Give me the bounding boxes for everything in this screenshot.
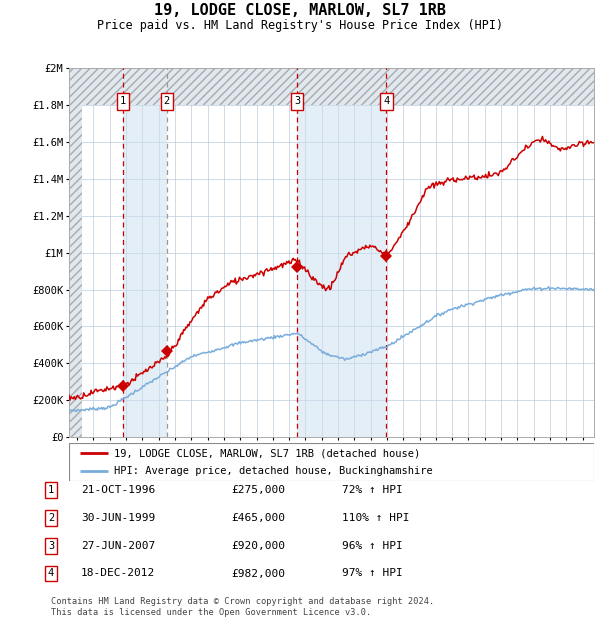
Bar <box>297 68 386 437</box>
Text: 3: 3 <box>48 541 54 551</box>
Bar <box>69 68 82 437</box>
Bar <box>123 68 167 437</box>
Text: 27-JUN-2007: 27-JUN-2007 <box>81 541 155 551</box>
Bar <box>69 68 594 105</box>
Text: Price paid vs. HM Land Registry's House Price Index (HPI): Price paid vs. HM Land Registry's House … <box>97 19 503 32</box>
Text: This data is licensed under the Open Government Licence v3.0.: This data is licensed under the Open Gov… <box>51 608 371 617</box>
Text: Contains HM Land Registry data © Crown copyright and database right 2024.: Contains HM Land Registry data © Crown c… <box>51 597 434 606</box>
Text: 1: 1 <box>120 96 126 107</box>
Text: £465,000: £465,000 <box>231 513 285 523</box>
Text: 4: 4 <box>48 569 54 578</box>
Text: £275,000: £275,000 <box>231 485 285 495</box>
Text: 97% ↑ HPI: 97% ↑ HPI <box>342 569 403 578</box>
Text: £920,000: £920,000 <box>231 541 285 551</box>
Text: £982,000: £982,000 <box>231 569 285 578</box>
Text: 4: 4 <box>383 96 389 107</box>
Text: 72% ↑ HPI: 72% ↑ HPI <box>342 485 403 495</box>
Text: 110% ↑ HPI: 110% ↑ HPI <box>342 513 409 523</box>
Text: 30-JUN-1999: 30-JUN-1999 <box>81 513 155 523</box>
Text: 3: 3 <box>294 96 300 107</box>
Text: 19, LODGE CLOSE, MARLOW, SL7 1RB (detached house): 19, LODGE CLOSE, MARLOW, SL7 1RB (detach… <box>113 448 420 458</box>
Text: 21-OCT-1996: 21-OCT-1996 <box>81 485 155 495</box>
Text: 18-DEC-2012: 18-DEC-2012 <box>81 569 155 578</box>
Text: 19, LODGE CLOSE, MARLOW, SL7 1RB: 19, LODGE CLOSE, MARLOW, SL7 1RB <box>154 3 446 18</box>
Text: HPI: Average price, detached house, Buckinghamshire: HPI: Average price, detached house, Buck… <box>113 466 433 476</box>
Text: 2: 2 <box>48 513 54 523</box>
Text: 96% ↑ HPI: 96% ↑ HPI <box>342 541 403 551</box>
Text: 2: 2 <box>164 96 170 107</box>
Text: 1: 1 <box>48 485 54 495</box>
